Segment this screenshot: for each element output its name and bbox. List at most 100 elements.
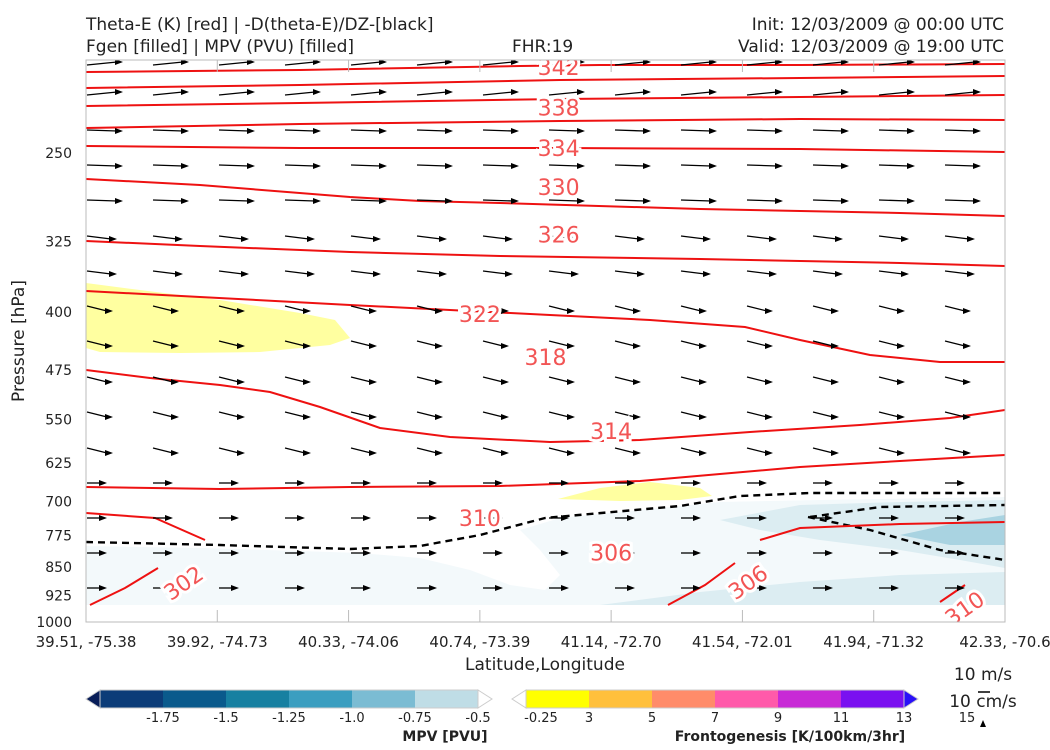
wind-arrow: [812, 129, 844, 132]
wind-arrow: [482, 340, 504, 347]
theta-e-contour: [667, 562, 736, 606]
wind-arrow-head: [99, 515, 107, 521]
y-axis-label: Pressure [hPa]: [9, 280, 29, 402]
wind-arrow-head: [637, 271, 645, 277]
colorbar-swatch: [841, 690, 904, 708]
wind-arrow-head: [765, 343, 773, 349]
wind-arrow-head: [577, 89, 585, 95]
wind-arrow-head: [171, 343, 179, 349]
wind-arrow-head: [841, 163, 849, 169]
wind-arrow-head: [237, 308, 245, 314]
wind-arrow: [284, 235, 310, 240]
wind-arrow-head: [303, 450, 311, 456]
wind-arrow: [680, 340, 702, 347]
colorbar-tick-label: 7: [711, 711, 719, 726]
wind-arrow: [944, 129, 976, 132]
colorbar-swatch: [778, 690, 841, 708]
wind-arrow: [152, 411, 174, 418]
wind-arrow-head: [369, 414, 377, 420]
wind-arrow-head: [247, 198, 255, 204]
wind-arrow-head: [115, 128, 123, 134]
wind-arrow-head: [105, 414, 113, 420]
wind-arrow-head: [379, 163, 387, 169]
theta-e-contour: [86, 240, 1005, 267]
wind-arrow: [746, 447, 768, 454]
wind-arrow-head: [303, 414, 311, 420]
wind-arrow: [86, 199, 118, 202]
wind-arrow-head: [567, 450, 575, 456]
theta-e-label: 318: [525, 346, 567, 371]
wind-arrow: [86, 129, 118, 132]
wind-arrow: [416, 411, 438, 418]
wind-arrow-head: [825, 480, 833, 486]
wind-arrow-head: [957, 550, 965, 556]
wind-arrow: [86, 447, 108, 454]
colorbar-swatch: [715, 690, 778, 708]
wind-arrow: [614, 447, 636, 454]
y-tick-label: 700: [45, 494, 72, 510]
colorbar-extend: [477, 689, 493, 709]
wind-arrow-head: [699, 343, 707, 349]
wind-arrow-head: [643, 89, 651, 95]
wind-arrow-head: [627, 550, 635, 556]
theta-e-label: 334: [538, 137, 580, 162]
wind-arrow-head: [495, 550, 503, 556]
colorbar-extend: [511, 689, 527, 709]
wind-arrow-head: [237, 450, 245, 456]
wind-arrow-head: [435, 379, 443, 385]
wind-arrow: [944, 340, 966, 347]
y-tick-label: 625: [45, 456, 72, 472]
wind-arrow-head: [967, 236, 975, 242]
wind-arrow: [284, 411, 306, 418]
wind-arrow: [218, 91, 250, 96]
wind-arrow-head: [105, 308, 113, 314]
y-tick-label: 400: [45, 305, 72, 321]
wind-arrow: [350, 61, 382, 66]
wind-arrow-head: [435, 343, 443, 349]
wind-arrow-head: [501, 308, 509, 314]
wind-arrow-head: [907, 60, 915, 65]
wind-arrow: [878, 129, 910, 132]
wind-arrow: [152, 199, 184, 202]
wind-arrow: [944, 164, 976, 167]
wind-arrow: [944, 270, 970, 275]
wind-arrow-head: [439, 236, 447, 242]
wind-arrow-head: [765, 379, 773, 385]
wind-arrow: [284, 61, 316, 66]
wind-arrow-head: [231, 480, 239, 486]
wind-arrow-head: [369, 308, 377, 314]
wind-arrow-head: [501, 343, 509, 349]
wind-arrow: [218, 61, 250, 66]
wind-arrow: [680, 447, 702, 454]
wind-arrow: [746, 129, 778, 132]
wind-arrow: [878, 305, 900, 312]
wind-arrow-head: [831, 414, 839, 420]
theta-e-contour: [86, 290, 1005, 363]
y-tick-label: 550: [45, 413, 72, 429]
wind-arrow: [350, 129, 382, 132]
wind-ref-vertical: 10 cm/s: [949, 692, 1017, 712]
wind-arrow: [284, 164, 316, 167]
wind-arrow-head: [379, 198, 387, 204]
wind-arrow: [218, 447, 240, 454]
wind-arrow: [482, 447, 504, 454]
title-line-1: Theta-E (K) [red] | -D(theta-E)/DZ-[blac…: [86, 15, 434, 35]
frontogenesis-colorbar-label: Frontogenesis [K/100km/3hr]: [675, 729, 905, 745]
wind-arrow-head: [567, 343, 575, 349]
wind-arrow: [746, 270, 772, 275]
wind-arrow-head: [759, 515, 767, 521]
wind-arrow-head: [637, 236, 645, 242]
wind-arrow: [812, 305, 834, 312]
wind-arrow-head: [313, 89, 321, 95]
theta-e-contour: [89, 567, 159, 606]
wind-arrow-head: [435, 308, 443, 314]
wind-arrow-head: [105, 379, 113, 385]
wind-arrow-head: [241, 236, 249, 242]
wind-arrow-head: [445, 89, 453, 95]
wind-arrow: [746, 340, 768, 347]
wind-arrow-head: [171, 379, 179, 385]
wind-arrow-head: [297, 515, 305, 521]
wind-arrow: [350, 199, 382, 202]
wind-arrow-head: [363, 515, 371, 521]
wind-arrow: [680, 61, 712, 66]
